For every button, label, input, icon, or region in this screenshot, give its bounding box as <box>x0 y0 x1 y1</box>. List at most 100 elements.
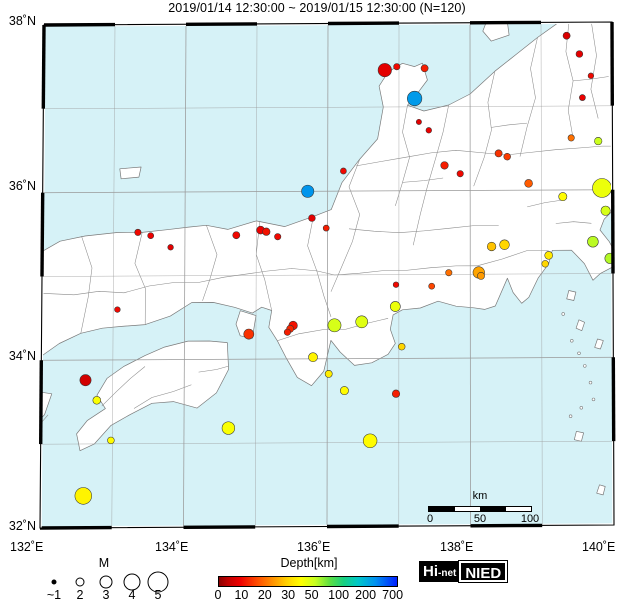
earthquake-marker[interactable] <box>428 282 436 290</box>
earthquake-marker[interactable] <box>420 64 429 73</box>
scale-bar: km 0 50 100 <box>427 490 539 532</box>
magnitude-legend-labels: ~1 2 3 4 5 <box>36 588 172 604</box>
depth-tick-200: 200 <box>355 588 377 602</box>
earthquake-marker[interactable] <box>575 50 584 58</box>
depth-legend-title: Depth[km] <box>280 556 338 570</box>
magnitude-label-5: 5 <box>154 588 162 602</box>
earthquake-marker[interactable] <box>324 370 333 378</box>
earthquake-marker[interactable] <box>494 149 503 158</box>
earthquake-marker[interactable] <box>398 343 406 351</box>
earthquake-marker[interactable] <box>567 134 575 142</box>
earthquake-marker[interactable] <box>562 31 571 40</box>
depth-colorbar <box>218 576 398 587</box>
earthquake-marker[interactable] <box>600 205 611 216</box>
magnitude-symbol-1 <box>51 579 57 585</box>
magnitude-label-1: ~1 <box>46 588 62 602</box>
earthquake-marker[interactable] <box>592 178 612 198</box>
earthquake-marker[interactable] <box>558 192 568 202</box>
nied-logo-text: NIED <box>458 560 509 583</box>
earthquake-markers[interactable] <box>74 31 615 505</box>
scale-bar-graphic <box>428 506 532 512</box>
magnitude-symbol-4 <box>123 573 141 591</box>
earthquake-marker[interactable] <box>456 170 464 178</box>
earthquake-marker[interactable] <box>486 241 497 252</box>
earthquake-marker[interactable] <box>327 318 342 333</box>
depth-tick-700: 700 <box>382 588 404 602</box>
earthquake-marker[interactable] <box>541 260 549 268</box>
logo-net-text: -net <box>438 568 457 579</box>
depth-colorbar-ticks: 0 10 20 30 50 100 200 700 <box>215 588 404 604</box>
earthquake-marker[interactable] <box>391 389 401 398</box>
earthquake-marker[interactable] <box>107 436 115 445</box>
earthquake-marker[interactable] <box>232 231 241 240</box>
magnitude-symbol-3 <box>99 575 113 589</box>
lon-label-138E: 138˚E <box>440 540 474 554</box>
earthquake-marker[interactable] <box>544 251 553 260</box>
earthquake-marker[interactable] <box>274 233 282 241</box>
depth-tick-20: 20 <box>257 588 272 602</box>
depth-tick-10: 10 <box>234 588 249 602</box>
earthquake-marker[interactable] <box>167 244 174 251</box>
map-frame <box>38 20 616 530</box>
map-canvas[interactable] <box>38 20 616 533</box>
earthquake-marker[interactable] <box>579 94 586 101</box>
earthquake-marker[interactable] <box>134 228 142 236</box>
lon-label-132E: 132˚E <box>10 540 44 554</box>
earthquake-marker[interactable] <box>440 161 449 170</box>
earthquake-marker[interactable] <box>322 224 330 232</box>
lat-label-32N: 32˚N <box>8 519 36 533</box>
earthquake-marker[interactable] <box>392 281 400 288</box>
depth-tick-100: 100 <box>328 588 350 602</box>
earthquake-marker[interactable] <box>389 301 401 312</box>
earthquake-marker[interactable] <box>114 306 121 313</box>
earthquake-marker[interactable] <box>355 315 368 329</box>
magnitude-label-3: 3 <box>102 588 110 602</box>
earthquake-marker[interactable] <box>594 137 603 146</box>
earthquake-marker[interactable] <box>92 396 102 405</box>
earthquake-marker[interactable] <box>308 352 318 362</box>
earthquake-marker[interactable] <box>425 127 432 134</box>
earthquake-marker[interactable] <box>301 184 315 198</box>
earthquake-marker[interactable] <box>445 269 453 277</box>
scale-tick-50: 50 <box>473 513 487 525</box>
hinet-logo-text: Hi -net <box>419 561 460 582</box>
earthquake-marker[interactable] <box>393 63 401 71</box>
earthquake-marker[interactable] <box>283 328 291 336</box>
earthquake-marker[interactable] <box>477 272 485 280</box>
magnitude-symbol-2 <box>75 577 85 587</box>
earthquake-marker[interactable] <box>503 153 511 161</box>
depth-tick-50: 50 <box>304 588 319 602</box>
earthquake-marker[interactable] <box>262 227 271 236</box>
earthquake-marker[interactable] <box>340 167 347 175</box>
magnitude-label-2: 2 <box>76 588 84 602</box>
earthquake-marker[interactable] <box>339 386 349 396</box>
lat-label-38N: 38˚N <box>8 14 36 28</box>
earthquake-marker[interactable] <box>587 72 595 79</box>
page-title: 2019/01/14 12:30:00 ~ 2019/01/15 12:30:0… <box>168 1 466 15</box>
earthquake-marker[interactable] <box>499 239 510 250</box>
earthquake-marker[interactable] <box>377 63 392 78</box>
magnitude-label-4: 4 <box>128 588 136 602</box>
depth-tick-30: 30 <box>281 588 296 602</box>
earthquake-marker[interactable] <box>74 487 92 505</box>
earthquake-marker[interactable] <box>243 328 255 340</box>
scale-tick-100: 100 <box>520 513 540 525</box>
depth-legend: Depth[km] 0 10 20 30 50 100 200 700 <box>214 556 404 604</box>
earthquake-marker[interactable] <box>362 433 378 448</box>
lon-label-140E: 140˚E <box>582 540 616 554</box>
earthquake-marker[interactable] <box>221 421 236 435</box>
earthquake-marker[interactable] <box>407 90 423 107</box>
earthquake-marker[interactable] <box>587 235 599 248</box>
earthquake-marker[interactable] <box>524 179 533 188</box>
lon-label-134E: 134˚E <box>155 540 189 554</box>
earthquake-marker[interactable] <box>147 232 155 240</box>
lat-label-34N: 34˚N <box>8 349 36 363</box>
earthquake-marker[interactable] <box>79 374 92 387</box>
magnitude-symbol-5 <box>147 571 169 593</box>
earthquake-marker[interactable] <box>308 214 316 222</box>
lat-label-36N: 36˚N <box>8 179 36 193</box>
scale-bar-ticks: 0 50 100 <box>427 513 539 527</box>
hinet-nied-logo: Hi -net NIED <box>419 560 509 583</box>
earthquake-map[interactable] <box>38 20 616 533</box>
earthquake-marker[interactable] <box>415 118 422 125</box>
